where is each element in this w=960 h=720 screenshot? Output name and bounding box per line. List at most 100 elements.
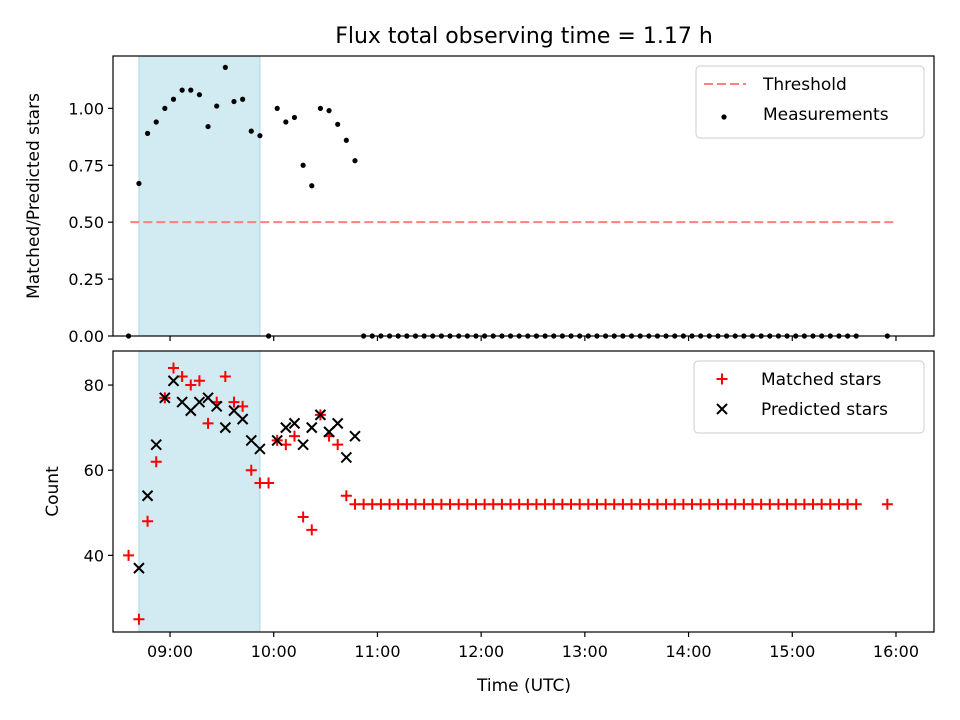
predicted-stars-point [331, 417, 344, 430]
x-tick-label: 12:00 [458, 642, 504, 661]
legend-box [693, 360, 925, 434]
bottom-panel: 40 60 80 09:00 10:00 11:00 12:00 13:00 14:00 15:0… [43, 350, 935, 661]
matched-stars-point [340, 490, 352, 502]
measurement-point [248, 128, 254, 134]
measurement-point [196, 92, 203, 98]
predicted-stars-point [288, 417, 301, 430]
x-tick-label: 13:00 [562, 642, 608, 661]
matched-stars-point [306, 524, 318, 536]
predicted-stars-point [185, 404, 197, 417]
x-tick-label: 09:00 [147, 642, 193, 661]
axes-frame [112, 55, 935, 337]
y-tick-label: 0.75 [68, 156, 104, 175]
matched-stars-point [263, 477, 275, 489]
predicted-stars-point [306, 421, 318, 434]
predicted-stars-point [193, 396, 206, 408]
matched-stars-point [133, 613, 145, 625]
matched-stars-point [219, 371, 231, 383]
predicted-stars-point [280, 421, 292, 434]
matched-stars-point [228, 396, 240, 408]
legend-label: Predicted stars [761, 400, 888, 420]
measurement-point [240, 96, 246, 102]
measurement-point [231, 98, 237, 105]
predicted-stars-point [236, 413, 249, 425]
measurement-point [317, 105, 324, 111]
measurement-point [291, 114, 298, 121]
y-axis-label: Count [43, 466, 63, 517]
predicted-stars-point [210, 400, 223, 413]
predicted-stars-point [141, 490, 154, 502]
matched-stars-point [167, 362, 179, 374]
measurement-point [162, 105, 168, 111]
y-axis-label: Matched/Predicted stars [24, 93, 44, 299]
y-tick-label: 80 [84, 376, 104, 395]
predicted-stars-point [349, 430, 361, 442]
predicted-stars-point [254, 443, 266, 455]
predicted-stars-point [340, 451, 353, 464]
x-tick-label: 11:00 [354, 642, 400, 661]
top-panel: 0.00 0.25 0.50 0.75 1.00 Matched/Predicted st… [24, 55, 935, 346]
measurement-point [343, 137, 349, 143]
measurement-point [136, 180, 142, 187]
measurement-point [188, 87, 194, 93]
axes-frame [112, 350, 935, 633]
measurement-point [335, 121, 341, 127]
measurement-point [257, 133, 263, 139]
y-tick-label: 40 [84, 546, 104, 565]
measurement-point [300, 162, 306, 168]
predicted-stars-point [314, 409, 327, 421]
measurement-point [222, 64, 228, 70]
legend-label: Threshold [762, 75, 847, 95]
measurement-point [274, 105, 280, 111]
predicted-stars-point [202, 392, 214, 404]
matched-stars-point [185, 379, 197, 391]
predicted-stars-point [323, 426, 335, 438]
x-tick-label: 15:00 [769, 642, 815, 661]
measurement-point [179, 87, 185, 93]
matched-stars-point [202, 417, 214, 429]
measurement-point [214, 103, 220, 109]
measurement-point [326, 108, 332, 114]
shaded-interval [138, 350, 261, 633]
x-tick-label: 10:00 [251, 642, 297, 661]
y-tick-label: 0.00 [68, 327, 104, 346]
measurement-point [309, 183, 315, 189]
legend-matched-marker [716, 373, 728, 385]
measurement-point [153, 119, 159, 125]
measurement-point [205, 123, 211, 130]
matched-stars-point [288, 430, 300, 442]
matched-stars-point [150, 456, 162, 468]
matched-stars-point [123, 549, 135, 561]
matched-stars-point [297, 511, 309, 523]
predicted-stars-point [271, 434, 283, 447]
legend-predicted-marker [716, 403, 728, 415]
y-tick-label: 0.25 [68, 270, 104, 289]
matched-stars-point [245, 464, 257, 476]
predicted-stars-point [176, 396, 188, 408]
legend-box [695, 65, 925, 139]
x-tick-label: 16:00 [873, 642, 919, 661]
legend-measurements-marker [721, 114, 727, 120]
predicted-stars-point [159, 392, 171, 404]
x-axis-label: Time (UTC) [476, 676, 571, 696]
y-tick-label: 60 [84, 461, 104, 480]
measurement-point [283, 119, 289, 125]
legend-label: Matched stars [761, 370, 881, 390]
predicted-stars-point [219, 421, 232, 434]
y-tick-label: 1.00 [68, 99, 104, 118]
predicted-stars-point [228, 404, 240, 417]
matched-stars-point [332, 439, 344, 451]
predicted-stars-point [133, 562, 145, 574]
matched-stars-point [193, 375, 205, 387]
chart-title: Flux total observing time = 1.17 h [335, 24, 713, 49]
y-tick-label: 0.50 [68, 213, 104, 232]
measurement-point [352, 158, 358, 164]
shaded-interval [138, 55, 261, 337]
predicted-stars-point [297, 438, 309, 451]
x-tick-label: 14:00 [666, 642, 712, 661]
measurement-point [144, 130, 151, 136]
legend-label: Measurements [763, 105, 889, 125]
matched-stars-point [142, 515, 154, 527]
predicted-stars-point [150, 438, 162, 451]
